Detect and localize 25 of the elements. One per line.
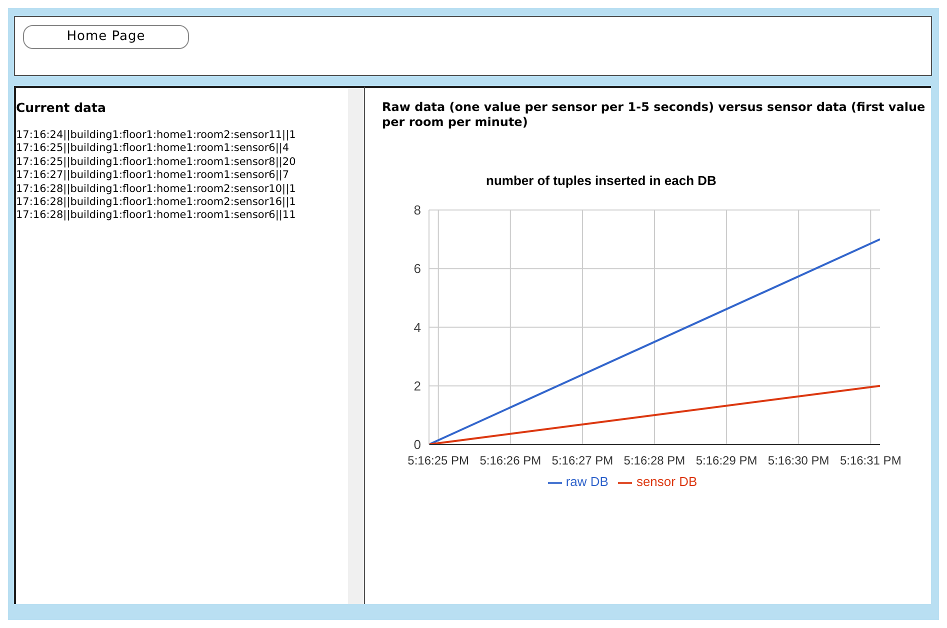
text: 17:16:28||building1:floor1:home1:room2:sensor10||1 <box>16 182 297 196</box>
x-tick-label: 5:16:31 PM <box>840 453 902 468</box>
y-tick-label: 0 <box>414 437 421 452</box>
legend-label: sensor DB <box>636 474 698 490</box>
x-tick-label: 5:16:27 PM <box>552 453 614 468</box>
text: Home Page <box>66 29 146 44</box>
x-tick-label: 5:16:29 PM <box>696 453 758 468</box>
y-tick-label: 4 <box>414 320 421 335</box>
legend-label: raw DB <box>566 474 608 490</box>
x-tick-label: 5:16:26 PM <box>480 453 542 468</box>
text: 17:16:24||building1:floor1:home1:room2:sensor11||1 <box>16 129 297 142</box>
x-tick-label: 5:16:30 PM <box>768 453 830 468</box>
y-tick-label: 6 <box>414 261 421 276</box>
y-tick-label: 2 <box>414 378 421 394</box>
chart-subtitle: number of tuples inserted in each DB <box>486 173 716 188</box>
x-tick-label: 5:16:25 PM <box>408 453 470 468</box>
text: 17:16:25||building1:floor1:home1:room1:sensor6||4 <box>16 142 290 156</box>
x-tick-label: 5:16:28 PM <box>624 453 686 468</box>
text: 17:16:25||building1:floor1:home1:room1:sensor8||20 <box>16 156 297 170</box>
text: 17:16:28||building1:floor1:home1:room1:sensor6||11 <box>16 209 297 223</box>
text: 17:16:27||building1:floor1:home1:room1:sensor6||7 <box>16 169 290 183</box>
y-tick-label: 8 <box>414 202 421 218</box>
text: Current data <box>16 100 107 115</box>
text: 17:16:28||building1:floor1:home1:room2:sensor16||1 <box>16 196 297 210</box>
chart-title: Raw data (one value per sensor per 1-5 seconds) versus sensor data (first value per room per minute) <box>382 100 926 130</box>
